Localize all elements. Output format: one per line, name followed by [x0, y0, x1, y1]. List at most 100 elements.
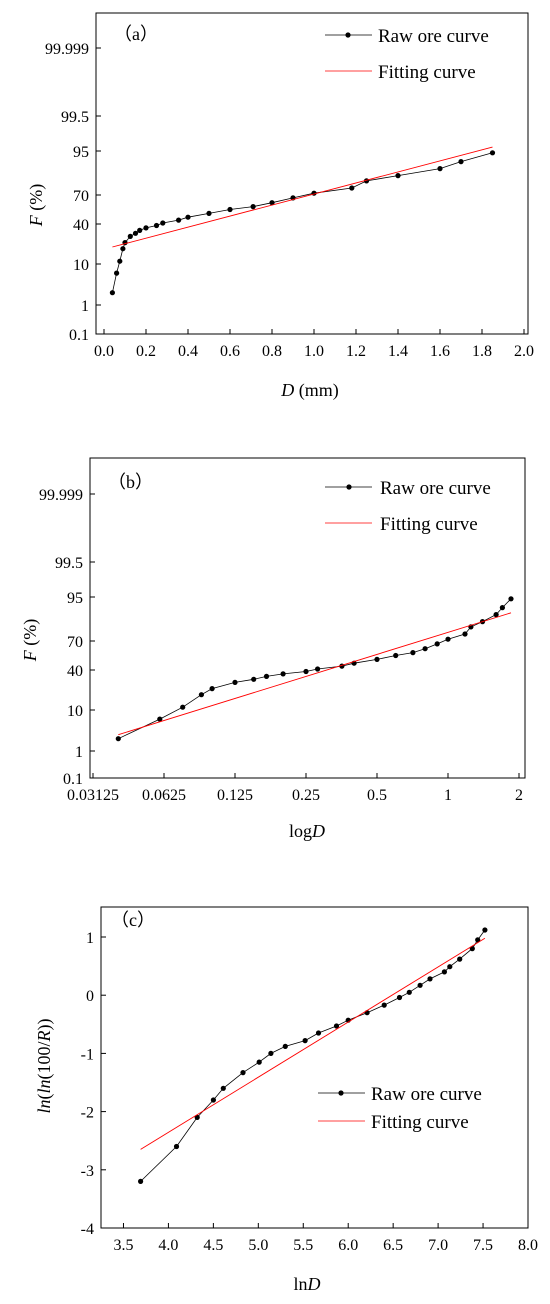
y-axis-c: 1 0 -1 -2 -3 -4 [81, 930, 106, 1238]
legend-marker-raw-b [346, 484, 352, 490]
x-axis-a-tick-label: 0.6 [220, 343, 240, 360]
data-point-c [220, 1085, 226, 1091]
data-point-a [269, 200, 275, 206]
x-axis-a-tick-label: 2.0 [514, 343, 534, 360]
x-axis-a: 0.0 0.2 0.4 0.6 0.8 1.0 1.2 1.4 1.6 1.8 2.0 [94, 329, 534, 360]
y-axis-b: 0.1 1 10 40 70 95 99.5 99.999 [39, 487, 95, 788]
panel-b: （b） 0.03125 0.0625 0.125 0.25 0.5 1 2 0.1 1 10 40… [20, 457, 526, 841]
plot-frame-a [95, 12, 529, 335]
data-point-c [282, 1043, 288, 1049]
data-point-c [417, 982, 423, 988]
x-axis-c: 3.5 4.0 4.5 5.0 5.5 6.0 6.5 7.0 7.5 8.0 [113, 1223, 538, 1254]
data-point-c [256, 1059, 262, 1065]
y-axis-a-tick-label: 40 [73, 217, 89, 234]
data-point-b [232, 679, 238, 686]
data-point-c [315, 1030, 322, 1036]
y-axis-a-tick-label: 99.999 [45, 41, 89, 58]
x-axis-b-tick-label: 0.125 [217, 787, 253, 804]
series-line-raw-a [112, 152, 493, 293]
data-point-b [263, 673, 270, 680]
data-point-b [445, 636, 451, 642]
y-axis-label-c: ln(ln(100/R)) [34, 1018, 55, 1113]
x-axis-c-tick-label: 5.0 [248, 1237, 268, 1254]
legend-label-raw-b: Raw ore curve [380, 478, 491, 499]
data-point-c [482, 927, 488, 933]
y-axis-b-tick-label: 95 [67, 590, 83, 607]
y-axis-a-tick-label: 0.1 [69, 327, 89, 344]
data-point-b [422, 646, 428, 652]
panel-label-b: （b） [108, 472, 153, 492]
legend-label-fit-c: Fitting curve [371, 1112, 469, 1133]
x-axis-a-tick-label: 1.0 [304, 343, 324, 360]
y-axis-a-tick-label: 70 [73, 188, 89, 205]
data-point-a [395, 173, 401, 179]
data-point-b [462, 631, 468, 637]
y-axis-b-tick-label: 0.1 [63, 771, 83, 788]
x-axis-b-tick-label: 2 [515, 787, 523, 804]
legend-label-raw-a: Raw ore curve [378, 26, 489, 47]
series-line-raw-b [118, 598, 512, 740]
y-axis-c-tick-label: -1 [81, 1046, 94, 1063]
data-point-a [127, 233, 133, 239]
data-point-a [227, 206, 233, 213]
x-axis-b-tick-label: 0.25 [292, 787, 320, 804]
data-point-c [469, 946, 475, 952]
data-point-b [198, 692, 204, 698]
x-axis-c-tick-label: 7.0 [428, 1237, 448, 1254]
data-point-a [120, 246, 126, 252]
x-axis-a-tick-label: 0.4 [178, 343, 198, 360]
x-axis-b: 0.03125 0.0625 0.125 0.25 0.5 1 2 [67, 773, 523, 804]
data-point-a [185, 214, 191, 220]
x-axis-a-tick-label: 1.6 [430, 343, 450, 360]
y-axis-b-tick-label: 99.5 [55, 555, 83, 572]
series-line-fit-c [140, 937, 486, 1150]
y-axis-a-tick-label: 1 [81, 298, 89, 315]
data-point-b [410, 650, 416, 656]
data-point-c [457, 956, 463, 962]
series-c [138, 927, 488, 1184]
data-point-a [117, 258, 123, 264]
plot-frame-b [89, 457, 526, 779]
data-point-c [406, 989, 412, 995]
data-point-c [302, 1038, 308, 1044]
series-line-fit-a [112, 146, 493, 248]
x-axis-c-tick-label: 4.5 [203, 1237, 223, 1254]
data-point-a [250, 204, 256, 210]
y-axis-b-tick-label: 99.999 [39, 487, 83, 504]
series-line-fit-b [118, 612, 512, 736]
y-axis-b-tick-label: 40 [67, 663, 83, 680]
y-axis-a: 0.1 1 10 40 70 95 99.5 99.999 [45, 41, 101, 344]
panel-label-a: （a） [114, 24, 158, 44]
data-point-b [315, 666, 321, 672]
data-point-c [396, 994, 403, 1001]
data-point-c [447, 964, 453, 970]
x-axis-b-tick-label: 0.5 [367, 787, 387, 804]
data-point-a [206, 210, 212, 216]
series-b [115, 596, 514, 742]
data-point-a [132, 230, 139, 236]
y-axis-b-tick-label: 70 [67, 634, 83, 651]
data-point-c [333, 1023, 340, 1029]
x-axis-a-tick-label: 0.0 [94, 343, 114, 360]
legend-label-fit-a: Fitting curve [378, 62, 476, 83]
x-axis-b-tick-label: 0.03125 [67, 787, 119, 804]
data-point-b [393, 652, 399, 659]
data-point-c [427, 976, 433, 982]
legend-label-raw-c: Raw ore curve [371, 1084, 482, 1105]
legend-a: Raw ore curve Fitting curve [325, 26, 489, 83]
x-axis-a-tick-label: 0.2 [136, 343, 156, 360]
x-axis-b-tick-label: 0.0625 [142, 787, 186, 804]
x-axis-b-tick-label: 1 [444, 787, 452, 804]
data-point-b [434, 641, 440, 647]
x-axis-c-tick-label: 8.0 [518, 1237, 538, 1254]
plot-frame-c [100, 906, 529, 1229]
data-point-c [173, 1143, 180, 1150]
legend-label-fit-b: Fitting curve [380, 514, 478, 535]
data-point-a [143, 225, 149, 231]
y-axis-c-tick-label: 1 [86, 930, 94, 947]
y-axis-b-tick-label: 10 [67, 703, 83, 720]
x-axis-a-tick-label: 0.8 [262, 343, 282, 360]
data-point-a [437, 166, 443, 172]
data-point-a [137, 227, 143, 233]
data-point-b [508, 596, 514, 602]
